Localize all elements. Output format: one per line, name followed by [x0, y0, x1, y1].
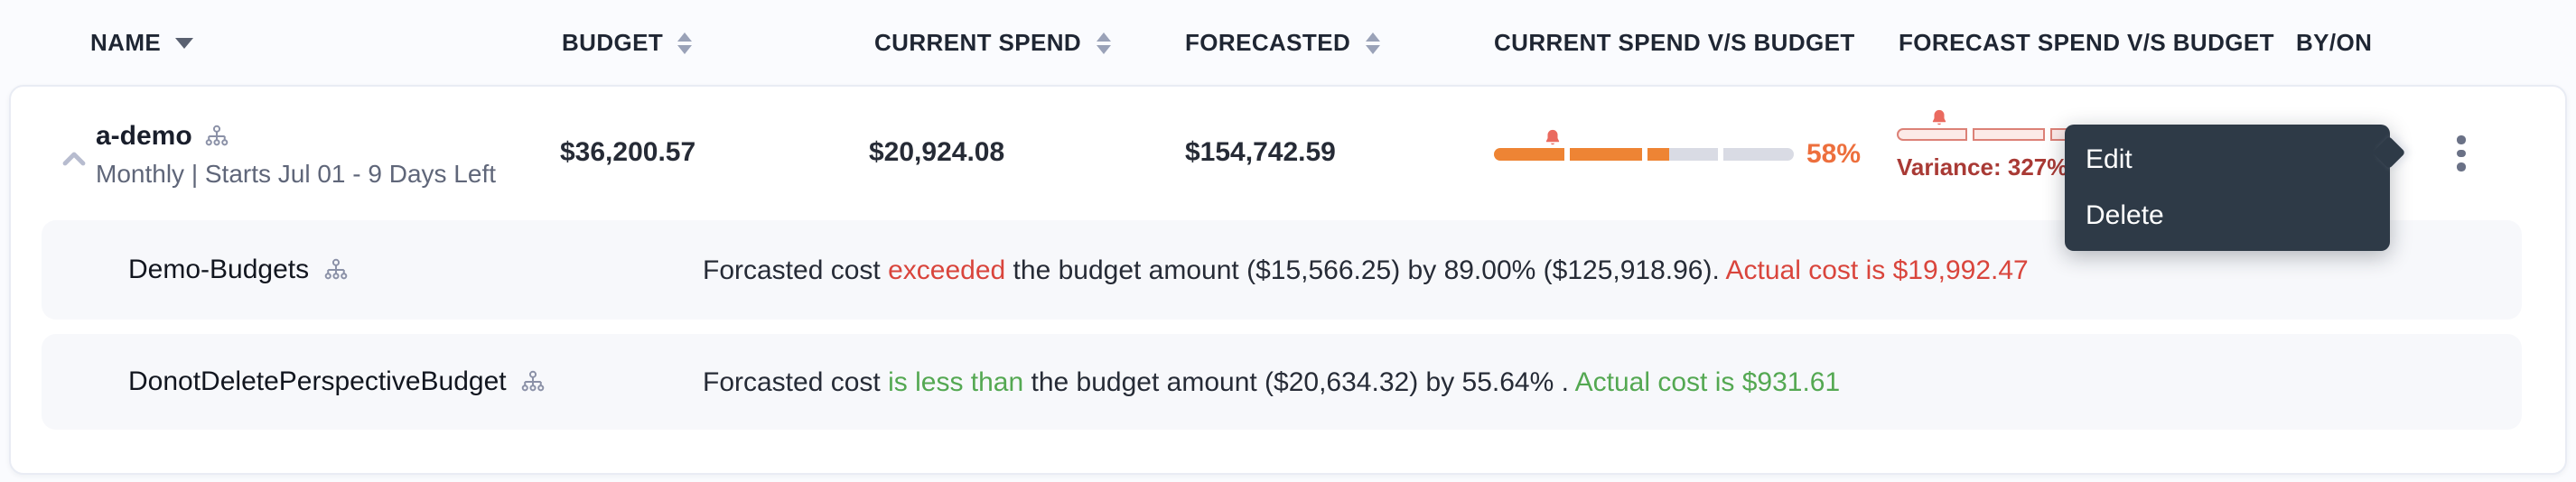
kebab-dot	[2457, 162, 2465, 171]
column-header-label: BUDGET	[562, 29, 664, 56]
sub-budget-row[interactable]: DonotDeletePerspectiveBudget Forcasted c…	[41, 334, 2522, 430]
column-header-label: CURRENT SPEND V/S BUDGET	[1494, 29, 1855, 56]
kebab-dot	[2457, 135, 2465, 144]
menu-item-edit[interactable]: Edit	[2086, 144, 2133, 175]
forecast-status-message: Forcasted cost exceeded the budget amoun…	[703, 255, 2029, 285]
column-header-forecast-vs-budget: FORECAST SPEND V/S BUDGET	[1888, 29, 2289, 56]
sort-icon	[1365, 32, 1380, 53]
sub-budget-name: Demo-Budgets	[128, 255, 310, 285]
row-actions-menu: Edit Delete	[2064, 124, 2405, 251]
row-actions-kebab-button[interactable]	[2450, 129, 2472, 179]
sort-desc-icon	[175, 37, 194, 48]
budget-amount-cell: $36,200.57	[553, 137, 863, 170]
column-header-label: CURRENT SPEND	[874, 29, 1082, 56]
chevron-up-icon	[62, 151, 86, 165]
sort-icon	[677, 32, 693, 53]
current-spend-progress-bar	[1494, 147, 1794, 160]
current-vs-budget-cell: 58%	[1485, 128, 1890, 169]
collapse-row-button[interactable]	[61, 149, 87, 165]
by-on-cell	[2291, 129, 2565, 179]
column-header-current-spend[interactable]: CURRENT SPEND	[862, 29, 1172, 56]
menu-item-delete[interactable]: Delete	[2086, 199, 2164, 231]
current-vs-budget-percent: 58%	[1806, 138, 1862, 169]
hierarchy-icon	[205, 124, 230, 147]
table-header-row: NAME BUDGET CURRENT SPEND FORECASTED CUR…	[9, 0, 2567, 85]
kebab-dot	[2457, 149, 2465, 158]
current-spend-cell: $20,924.08	[863, 137, 1174, 170]
column-header-label: FORECASTED	[1185, 29, 1351, 56]
forecast-status-message: Forcasted cost is less than the budget a…	[703, 366, 1841, 397]
column-header-name[interactable]: NAME	[9, 29, 551, 56]
budget-schedule: Monthly | Starts Jul 01 - 9 Days Left	[96, 158, 497, 187]
alert-bell-icon	[1929, 104, 1949, 125]
hierarchy-icon	[521, 370, 546, 394]
current-spend-amount: $20,924.08	[869, 137, 1005, 168]
column-header-forecasted[interactable]: FORECASTED	[1172, 29, 1483, 56]
hierarchy-icon	[323, 258, 349, 282]
column-header-label: FORECAST SPEND V/S BUDGET	[1899, 29, 2274, 56]
column-header-by-on: BY/ON	[2289, 29, 2567, 56]
forecasted-amount: $154,742.59	[1185, 137, 1336, 168]
budget-amount: $36,200.57	[560, 137, 696, 168]
budget-name-cell: a-demo Monthly | Starts Jul 01 - 9 Days …	[11, 120, 553, 187]
budget-name: a-demo	[96, 120, 192, 151]
column-header-budget[interactable]: BUDGET	[551, 29, 862, 56]
column-header-label: NAME	[90, 29, 162, 56]
column-header-current-vs-budget: CURRENT SPEND V/S BUDGET	[1483, 29, 1888, 56]
sort-icon	[1096, 32, 1111, 53]
variance-label: Variance: 327%	[1897, 153, 2068, 180]
alert-bell-icon	[1542, 124, 1562, 144]
column-header-label: BY/ON	[2296, 29, 2373, 56]
forecasted-cell: $154,742.59	[1174, 137, 1485, 170]
sub-budget-name: DonotDeletePerspectiveBudget	[128, 366, 507, 397]
